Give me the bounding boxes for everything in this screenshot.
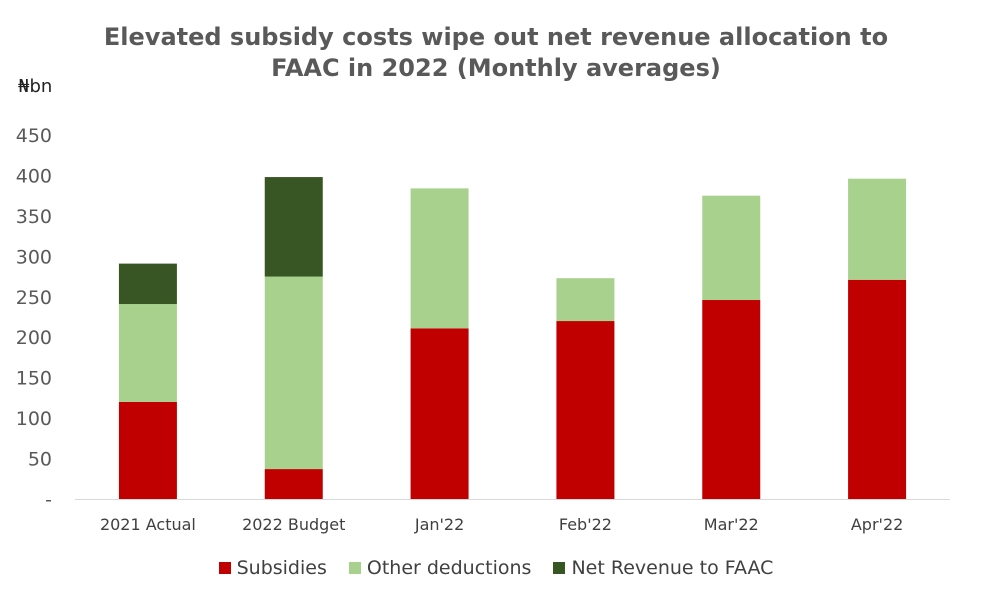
bar-subsidies-5 — [848, 279, 907, 499]
chart-title-line-2: FAAC in 2022 (Monthly averages) — [271, 54, 721, 82]
legend-item-other-deductions: Other deductions — [348, 557, 532, 579]
y-tick-label: 50 — [28, 449, 52, 471]
bar-other-deductions-4 — [702, 195, 761, 301]
x-tick-label: 2022 Budget — [242, 515, 345, 534]
y-tick-label: 150 — [16, 368, 52, 390]
y-tick-label: 350 — [16, 206, 52, 228]
bar-subsidies-3 — [556, 321, 615, 499]
y-tick-label: 200 — [16, 327, 52, 349]
legend: Subsidies Other deductions Net Revenue t… — [0, 557, 992, 579]
legend-item-net-revenue: Net Revenue to FAAC — [553, 557, 773, 579]
y-tick-label: - — [45, 489, 52, 511]
y-axis-unit-label: ₦bn — [18, 76, 53, 97]
bar-subsidies-4 — [702, 300, 761, 499]
legend-label-subsidies: Subsidies — [236, 557, 327, 579]
x-tick-label: Mar'22 — [704, 515, 759, 534]
legend-label-net-revenue: Net Revenue to FAAC — [571, 557, 774, 579]
legend-label-other-deductions: Other deductions — [366, 557, 532, 579]
legend-swatch-other-deductions — [348, 562, 361, 574]
x-tick-label: 2021 Actual — [100, 515, 196, 534]
bar-other-deductions-5 — [848, 178, 907, 280]
legend-item-subsidies: Subsidies — [218, 557, 327, 579]
y-tick-label: 250 — [16, 287, 52, 309]
bar-subsidies-1 — [264, 469, 323, 499]
legend-swatch-net-revenue — [553, 562, 566, 574]
bar-net-revenue-to-faac-0 — [118, 263, 177, 305]
bar-other-deductions-3 — [556, 278, 615, 322]
chart-title: Elevated subsidy costs wipe out net reve… — [0, 22, 992, 84]
bar-other-deductions-1 — [264, 276, 323, 470]
x-tick-label: Feb'22 — [559, 515, 612, 534]
chart-title-line-1: Elevated subsidy costs wipe out net reve… — [103, 23, 889, 51]
bar-subsidies-2 — [410, 328, 469, 499]
bar-net-revenue-to-faac-1 — [264, 177, 323, 277]
x-tick-label: Apr'22 — [851, 515, 903, 534]
bar-subsidies-0 — [118, 401, 177, 499]
x-tick-label: Jan'22 — [414, 515, 464, 534]
bar-other-deductions-0 — [118, 304, 177, 402]
y-tick-label: 300 — [16, 246, 52, 268]
y-tick-label: 100 — [16, 408, 52, 430]
y-tick-label: 450 — [16, 125, 52, 147]
legend-swatch-subsidies — [218, 562, 231, 574]
bar-other-deductions-2 — [410, 188, 469, 329]
y-tick-label: 400 — [16, 165, 52, 187]
